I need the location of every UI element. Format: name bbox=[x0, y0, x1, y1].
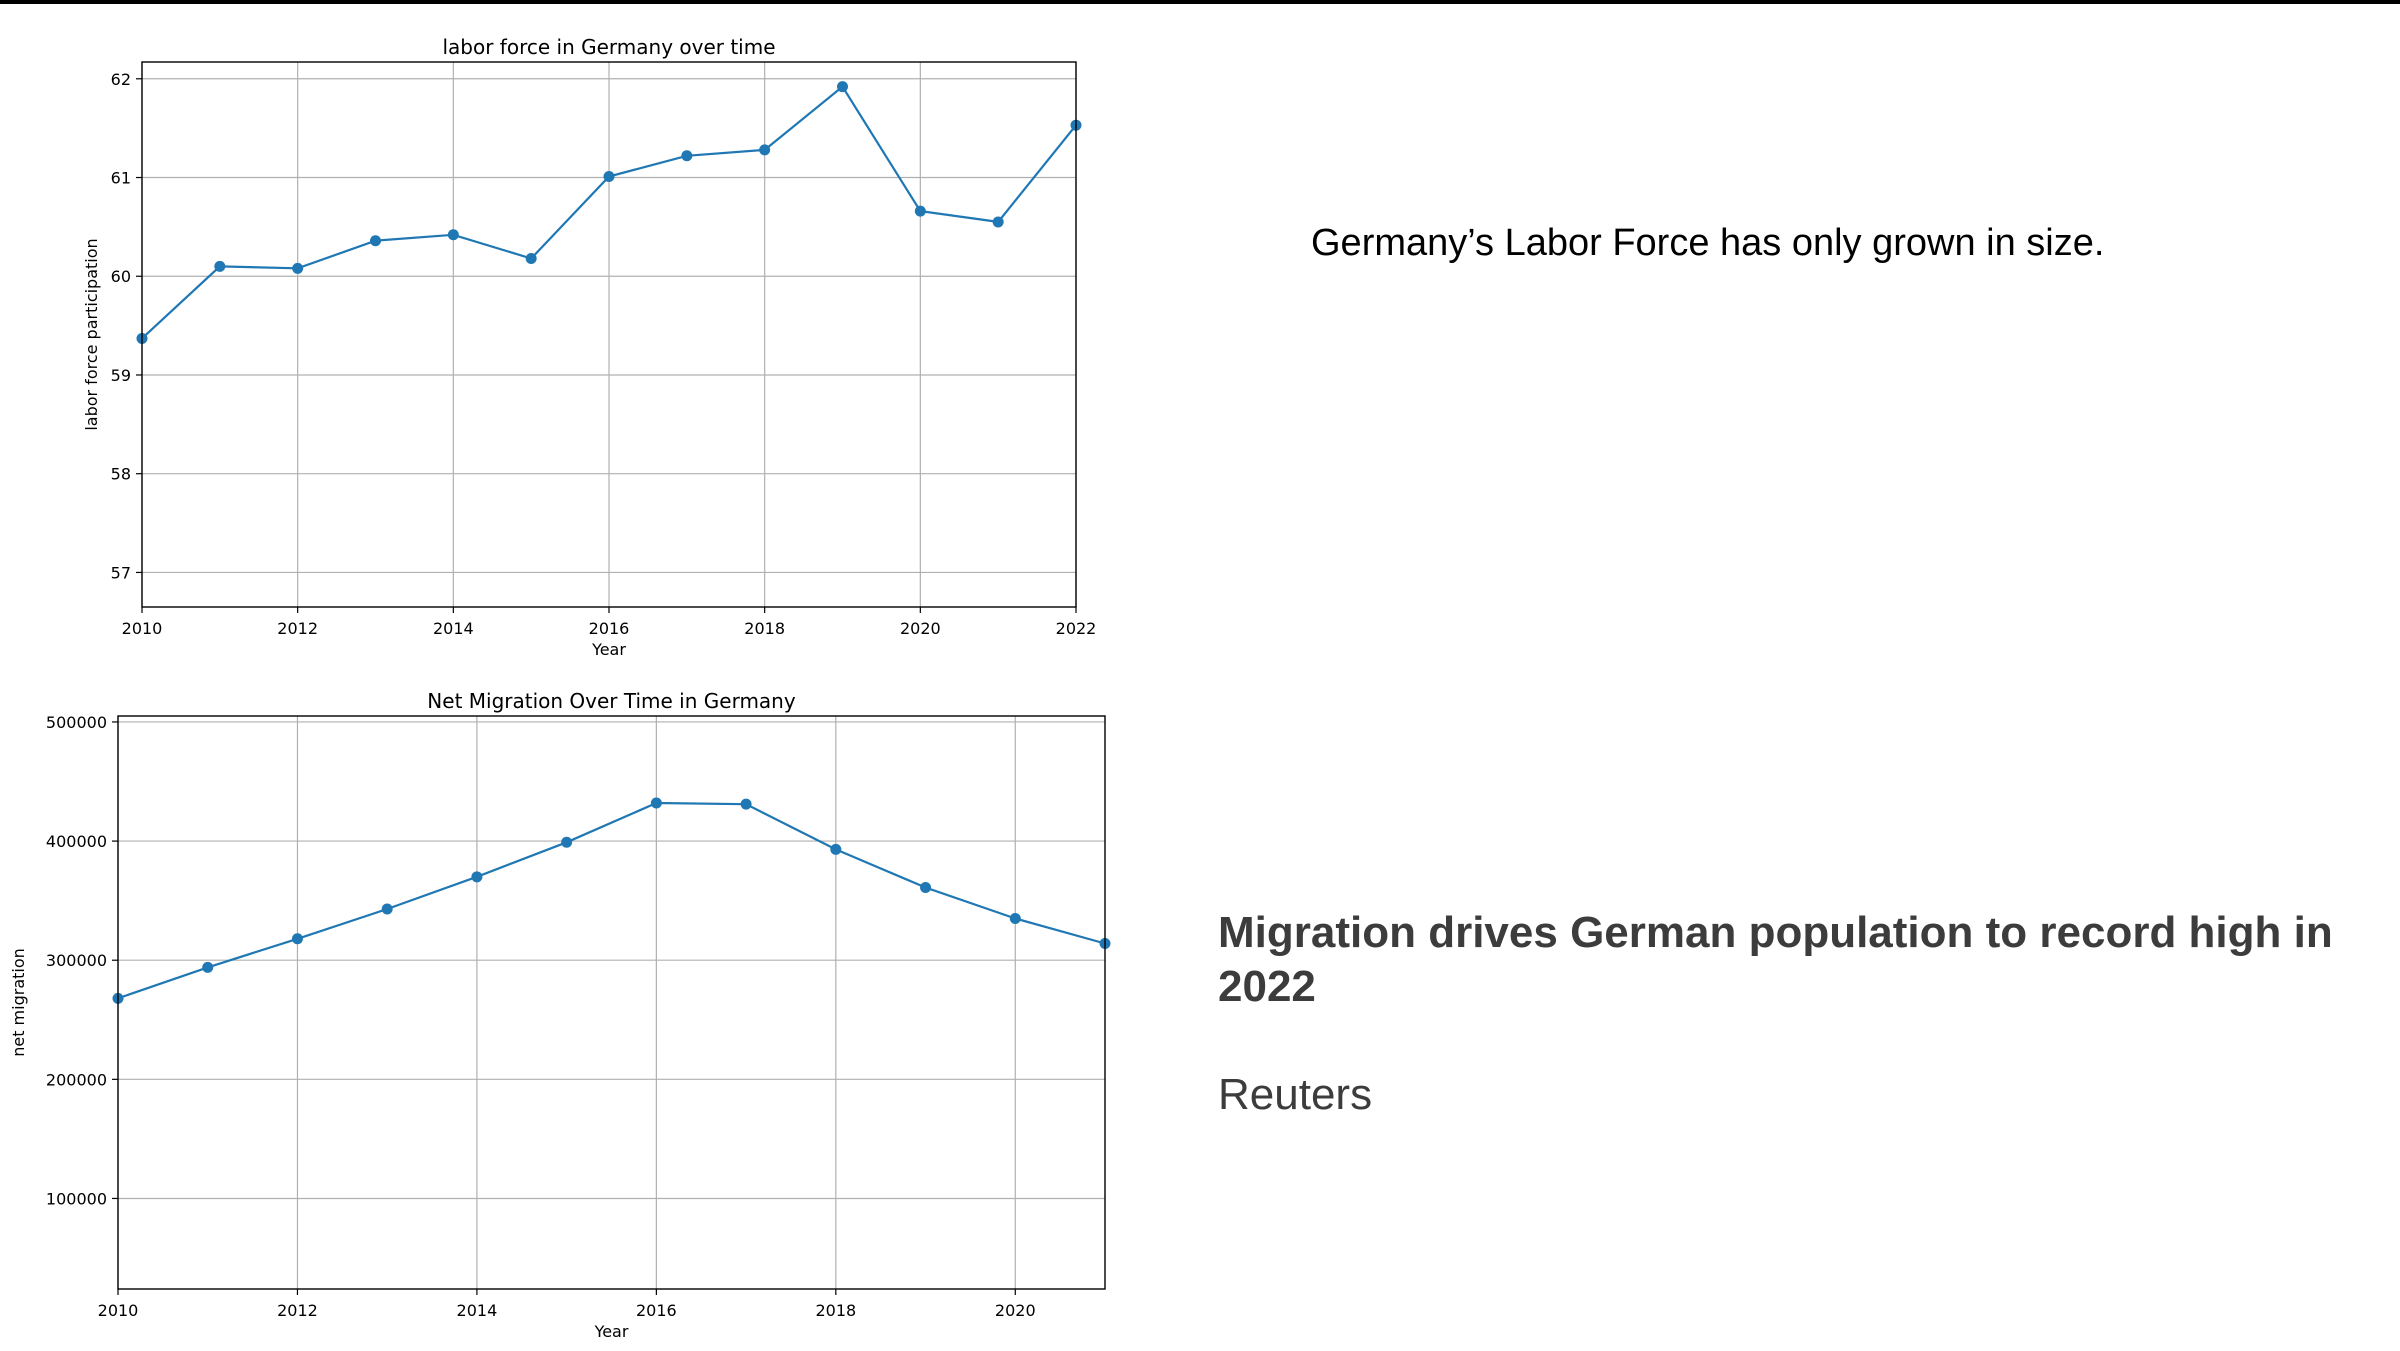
chart1-data-point bbox=[759, 144, 771, 156]
chart2-y-tick-label: 200000 bbox=[46, 1070, 107, 1089]
chart2-x-tick-label: 2020 bbox=[995, 1301, 1036, 1320]
chart1-x-tick-label: 2016 bbox=[589, 619, 630, 638]
chart2-title: Net Migration Over Time in Germany bbox=[427, 689, 796, 713]
chart1-x-tick-label: 2022 bbox=[1056, 619, 1097, 638]
chart1-x-tick-label: 2020 bbox=[900, 619, 941, 638]
chart1-data-point bbox=[370, 235, 381, 247]
labor-force-caption: Germany’s Labor Force has only grown in … bbox=[1311, 222, 2105, 264]
chart2-series-line bbox=[117, 801, 1106, 1000]
chart2-y-tick-label: 500000 bbox=[46, 713, 107, 732]
chart1-data-point bbox=[525, 252, 537, 264]
chart1-data-point bbox=[914, 205, 926, 217]
chart1-x-tick-label: 2010 bbox=[122, 619, 163, 638]
chart2-data-point bbox=[830, 843, 842, 855]
chart1-data-point bbox=[447, 229, 459, 241]
chart2-y-axis-label: net migration bbox=[9, 948, 28, 1057]
chart2-data-point bbox=[381, 903, 393, 915]
chart1-y-tick-label: 62 bbox=[111, 70, 131, 89]
chart1-y-tick-label: 58 bbox=[111, 465, 131, 484]
chart2-data-point bbox=[740, 798, 752, 810]
chart2-x-tick-label: 2016 bbox=[636, 1301, 677, 1320]
chart1-title: labor force in Germany over time bbox=[442, 35, 775, 59]
chart2-data-point bbox=[920, 882, 932, 894]
chart1-data-point bbox=[992, 216, 1004, 228]
chart2-data-point bbox=[202, 961, 214, 973]
chart2-data-point bbox=[1009, 913, 1021, 925]
chart1-data-point bbox=[837, 81, 848, 93]
news-source: Reuters bbox=[1218, 1070, 1373, 1119]
chart2-data-point bbox=[291, 933, 303, 945]
chart2-y-tick-label: 100000 bbox=[46, 1189, 107, 1208]
chart1-x-tick-label: 2014 bbox=[433, 619, 474, 638]
chart1-x-tick-label: 2012 bbox=[277, 619, 318, 638]
chart2-x-tick-label: 2010 bbox=[98, 1301, 139, 1320]
labor-force-chart: 2010 2012 2014 2016 2018 2020 2022 57 58 59 60 61 62… bbox=[82, 35, 1097, 659]
chart2-axes-frame bbox=[117, 715, 1106, 1290]
chart1-x-tick-label: 2018 bbox=[744, 619, 785, 638]
chart2-x-axis-label: Year bbox=[594, 1322, 629, 1341]
chart1-y-axis-label: labor force participation bbox=[82, 238, 101, 430]
chart1-y-tick-label: 61 bbox=[111, 169, 131, 188]
chart1-y-tick-label: 57 bbox=[111, 563, 131, 582]
chart1-data-point bbox=[603, 171, 615, 183]
chart2-data-point bbox=[471, 871, 483, 883]
top-border bbox=[0, 0, 2400, 4]
chart2-data-point bbox=[650, 797, 662, 809]
chart2-y-tick-label: 300000 bbox=[46, 951, 107, 970]
chart2-x-tick-label: 2018 bbox=[815, 1301, 856, 1320]
net-migration-chart: 2010 2012 2014 2016 2018 2020 100000 200000 3000… bbox=[9, 689, 1111, 1341]
chart1-y-tick-label: 60 bbox=[111, 267, 131, 286]
chart2-y-tick-label: 400000 bbox=[46, 832, 107, 851]
chart1-data-point bbox=[214, 260, 226, 272]
chart2-data-point bbox=[561, 836, 573, 848]
chart2-x-tick-label: 2012 bbox=[277, 1301, 318, 1320]
chart1-x-axis-label: Year bbox=[591, 640, 626, 659]
chart1-y-tick-label: 59 bbox=[111, 366, 131, 385]
news-headline[interactable]: Migration drives German population to re… bbox=[1218, 908, 2333, 1011]
chart1-axes-frame bbox=[141, 61, 1077, 608]
chart2-x-tick-label: 2014 bbox=[457, 1301, 498, 1320]
chart1-data-point bbox=[681, 150, 693, 162]
chart1-data-point bbox=[292, 262, 304, 274]
